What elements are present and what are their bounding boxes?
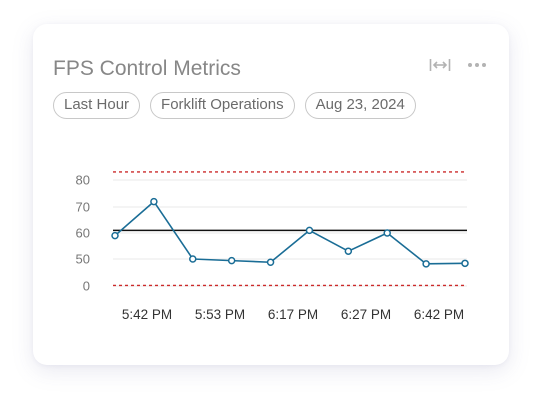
- x-tick-label: 5:42 PM: [122, 307, 172, 322]
- y-tick-label: 70: [76, 200, 90, 215]
- data-point: [461, 259, 469, 268]
- filter-chip-time-range[interactable]: Last Hour: [53, 92, 141, 119]
- x-tick-label: 6:42 PM: [414, 307, 464, 322]
- data-point: [422, 260, 430, 268]
- filter-chips: Last Hour Forklift Operations Aug 23, 20…: [53, 92, 416, 119]
- line-chart: 0 50 60 70 80 5:42 PM 5:53 PM 6:17 PM 6:27 PM 6:4…: [76, 171, 469, 322]
- expand-horizontal-icon[interactable]: [427, 56, 453, 74]
- filter-chip-date[interactable]: Aug 23, 2024: [304, 92, 416, 119]
- y-tick-label: 50: [76, 252, 90, 267]
- data-point: [383, 229, 391, 237]
- data-point: [150, 197, 158, 206]
- x-tick-label: 6:27 PM: [341, 307, 391, 322]
- data-point: [305, 226, 314, 235]
- data-point: [189, 255, 197, 263]
- metrics-card: FPS Control Metrics Last Hour Forklift O…: [33, 24, 509, 365]
- y-tick-label: 60: [76, 226, 90, 241]
- filter-chip-category[interactable]: Forklift Operations: [150, 92, 295, 119]
- x-tick-label: 6:17 PM: [268, 307, 318, 322]
- series-line: [114, 200, 466, 265]
- data-point: [111, 231, 119, 240]
- data-point: [344, 247, 353, 255]
- more-options-icon[interactable]: [465, 56, 489, 74]
- data-point: [227, 256, 236, 265]
- card-title: FPS Control Metrics: [53, 57, 241, 80]
- x-tick-label: 5:53 PM: [195, 307, 245, 322]
- y-tick-label: 80: [76, 173, 90, 188]
- data-point: [266, 258, 275, 266]
- y-tick-label: 0: [83, 279, 90, 294]
